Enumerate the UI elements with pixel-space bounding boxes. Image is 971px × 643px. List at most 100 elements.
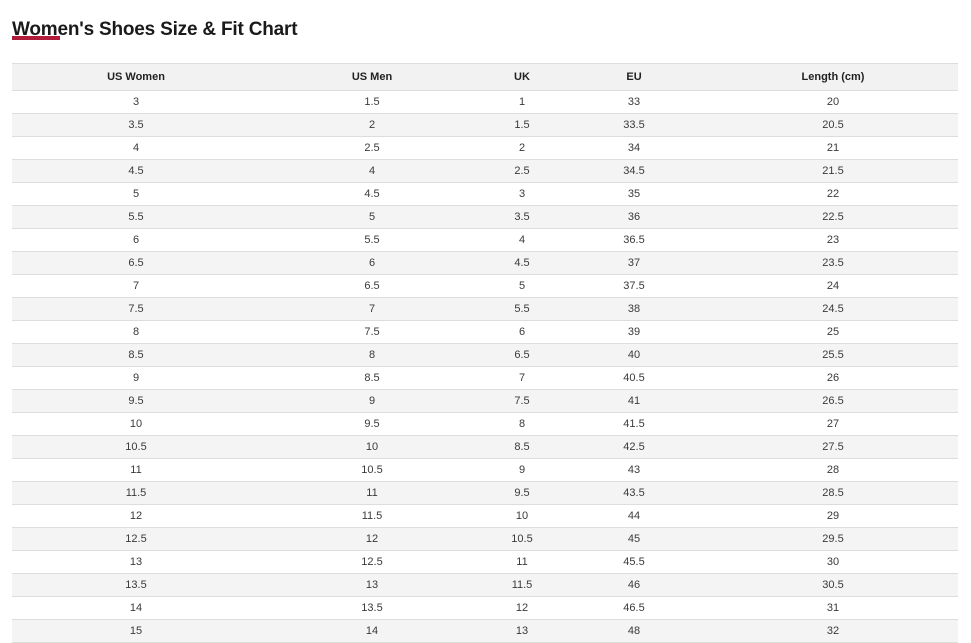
cell-eu: 35 (560, 182, 708, 206)
cell-us-men: 1.5 (260, 90, 484, 114)
cell-eu: 46 (560, 573, 708, 597)
cell-us-men: 9 (260, 389, 484, 413)
column-header-length: Length (cm) (708, 63, 958, 91)
cell-eu: 34 (560, 136, 708, 160)
cell-length: 21.5 (708, 159, 958, 183)
cell-us-men: 2.5 (260, 136, 484, 160)
size-chart-table: US Women US Men UK EU Length (cm) 3 1.5 1 3… (12, 63, 958, 643)
cell-eu: 38 (560, 297, 708, 321)
cell-us-men: 13 (260, 573, 484, 597)
cell-us-men: 11.5 (260, 504, 484, 528)
column-header-uk: UK (484, 63, 560, 91)
cell-us-women: 13 (12, 550, 260, 574)
cell-us-women: 7 (12, 274, 260, 298)
cell-us-women: 3.5 (12, 113, 260, 137)
cell-uk: 7 (484, 366, 560, 390)
cell-length: 30.5 (708, 573, 958, 597)
cell-length: 24.5 (708, 297, 958, 321)
cell-length: 20 (708, 90, 958, 114)
cell-us-men: 12.5 (260, 550, 484, 574)
cell-us-women: 6 (12, 228, 260, 252)
cell-length: 32 (708, 619, 958, 643)
cell-length: 27 (708, 412, 958, 436)
cell-uk: 4.5 (484, 251, 560, 275)
table-row: 4 2.5 2 34 21 (12, 136, 958, 160)
cell-us-men: 13.5 (260, 596, 484, 620)
cell-length: 29.5 (708, 527, 958, 551)
cell-uk: 6.5 (484, 343, 560, 367)
cell-uk: 12 (484, 596, 560, 620)
cell-us-men: 7.5 (260, 320, 484, 344)
cell-eu: 34.5 (560, 159, 708, 183)
cell-us-men: 6.5 (260, 274, 484, 298)
table-row: 6.5 6 4.5 37 23.5 (12, 251, 958, 275)
cell-us-women: 10.5 (12, 435, 260, 459)
table-row: 12.5 12 10.5 45 29.5 (12, 527, 958, 551)
cell-length: 30 (708, 550, 958, 574)
cell-eu: 36 (560, 205, 708, 229)
cell-us-women: 8 (12, 320, 260, 344)
cell-eu: 36.5 (560, 228, 708, 252)
cell-length: 27.5 (708, 435, 958, 459)
cell-eu: 37.5 (560, 274, 708, 298)
cell-length: 21 (708, 136, 958, 160)
cell-length: 29 (708, 504, 958, 528)
cell-us-women: 12 (12, 504, 260, 528)
table-row: 14 13.5 12 46.5 31 (12, 596, 958, 620)
cell-eu: 45 (560, 527, 708, 551)
cell-us-women: 7.5 (12, 297, 260, 321)
table-row: 15 14 13 48 32 (12, 619, 958, 643)
cell-length: 28.5 (708, 481, 958, 505)
cell-us-men: 10 (260, 435, 484, 459)
cell-length: 23.5 (708, 251, 958, 275)
cell-eu: 42.5 (560, 435, 708, 459)
cell-us-men: 8.5 (260, 366, 484, 390)
page-title: Women's Shoes Size & Fit Chart (12, 18, 298, 40)
table-row: 12 11.5 10 44 29 (12, 504, 958, 528)
cell-us-men: 12 (260, 527, 484, 551)
cell-uk: 5.5 (484, 297, 560, 321)
table-row: 13.5 13 11.5 46 30.5 (12, 573, 958, 597)
cell-eu: 41.5 (560, 412, 708, 436)
cell-us-men: 5 (260, 205, 484, 229)
cell-uk: 11 (484, 550, 560, 574)
cell-uk: 2 (484, 136, 560, 160)
cell-length: 25.5 (708, 343, 958, 367)
table-row: 3.5 2 1.5 33.5 20.5 (12, 113, 958, 137)
cell-uk: 9 (484, 458, 560, 482)
table-row: 9 8.5 7 40.5 26 (12, 366, 958, 390)
cell-us-women: 12.5 (12, 527, 260, 551)
cell-uk: 9.5 (484, 481, 560, 505)
table-row: 9.5 9 7.5 41 26.5 (12, 389, 958, 413)
table-header: US Women US Men UK EU Length (cm) (12, 63, 958, 91)
cell-length: 22.5 (708, 205, 958, 229)
title-accent-rule (12, 36, 60, 40)
cell-us-women: 14 (12, 596, 260, 620)
table-row: 4.5 4 2.5 34.5 21.5 (12, 159, 958, 183)
cell-us-men: 4 (260, 159, 484, 183)
table-row: 13 12.5 11 45.5 30 (12, 550, 958, 574)
cell-length: 28 (708, 458, 958, 482)
table-row: 7 6.5 5 37.5 24 (12, 274, 958, 298)
table-row: 10.5 10 8.5 42.5 27.5 (12, 435, 958, 459)
cell-us-women: 4 (12, 136, 260, 160)
cell-eu: 45.5 (560, 550, 708, 574)
cell-uk: 6 (484, 320, 560, 344)
cell-length: 26 (708, 366, 958, 390)
cell-length: 20.5 (708, 113, 958, 137)
cell-length: 23 (708, 228, 958, 252)
cell-uk: 2.5 (484, 159, 560, 183)
table-row: 8 7.5 6 39 25 (12, 320, 958, 344)
cell-uk: 13 (484, 619, 560, 643)
cell-us-men: 8 (260, 343, 484, 367)
table-row: 5 4.5 3 35 22 (12, 182, 958, 206)
size-chart-table-container: US Women US Men UK EU Length (cm) 3 1.5 1 3… (12, 63, 958, 643)
cell-us-women: 5 (12, 182, 260, 206)
cell-us-women: 13.5 (12, 573, 260, 597)
cell-uk: 10 (484, 504, 560, 528)
cell-length: 31 (708, 596, 958, 620)
table-row: 3 1.5 1 33 20 (12, 90, 958, 114)
cell-us-women: 5.5 (12, 205, 260, 229)
cell-us-women: 9 (12, 366, 260, 390)
